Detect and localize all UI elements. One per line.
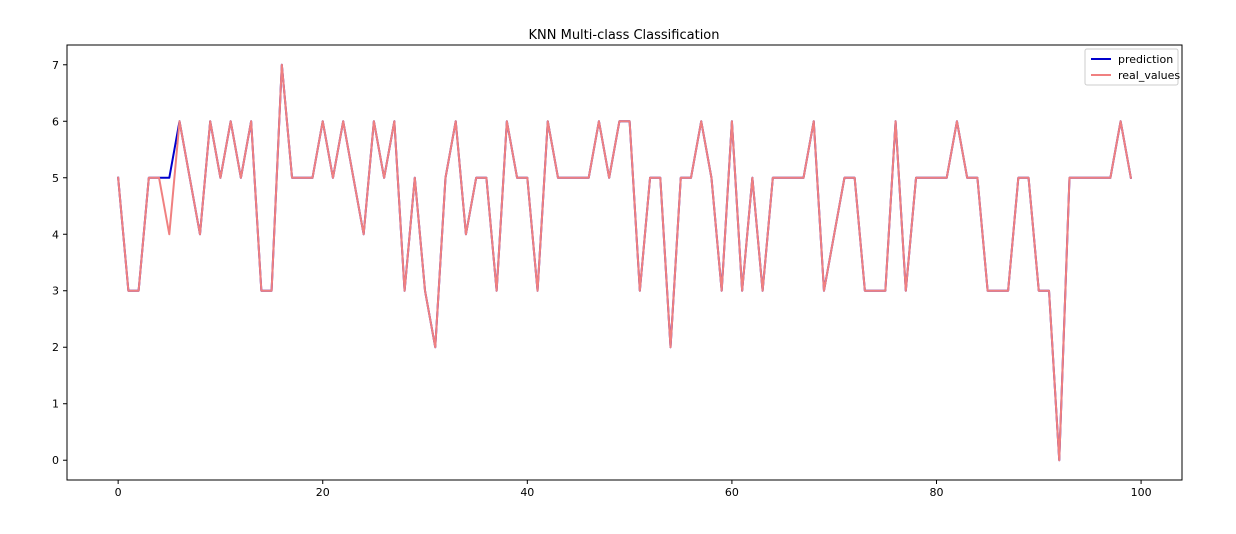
chart-title: KNN Multi-class Classification <box>529 28 720 43</box>
y-tick-label: 1 <box>52 398 59 411</box>
y-tick-label: 3 <box>52 285 59 298</box>
y-tick-label: 0 <box>52 454 59 467</box>
x-tick-label: 20 <box>316 486 330 499</box>
y-tick-label: 5 <box>52 172 59 185</box>
plot-area: 0 20 40 60 80 100 0 1 2 3 4 5 6 7 prediction real_value… <box>52 44 1183 499</box>
axes-frame <box>66 44 1183 481</box>
y-tick-label: 2 <box>52 341 59 354</box>
legend: prediction real_values <box>1084 48 1180 86</box>
y-tick-label: 6 <box>52 115 59 128</box>
x-tick-label: 40 <box>520 486 534 499</box>
series-line-real-values <box>117 63 1133 462</box>
x-tick-label: 100 <box>1131 486 1152 499</box>
series-line-prediction <box>117 63 1133 462</box>
legend-label-real-values: real_values <box>1118 69 1180 82</box>
x-tick-label: 80 <box>929 486 943 499</box>
legend-label-prediction: prediction <box>1118 53 1173 66</box>
y-tick-label: 4 <box>52 228 59 241</box>
x-tick-label: 60 <box>725 486 739 499</box>
y-tick-label: 7 <box>52 59 59 72</box>
x-tick-label: 0 <box>115 486 122 499</box>
